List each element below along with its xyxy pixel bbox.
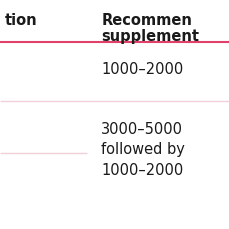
Text: 1000–2000: 1000–2000 — [101, 62, 183, 77]
Text: supplement: supplement — [101, 29, 198, 44]
Text: Recommen: Recommen — [101, 13, 191, 27]
Text: 3000–5000
followed by
1000–2000: 3000–5000 followed by 1000–2000 — [101, 121, 184, 177]
Text: tion: tion — [5, 13, 37, 27]
